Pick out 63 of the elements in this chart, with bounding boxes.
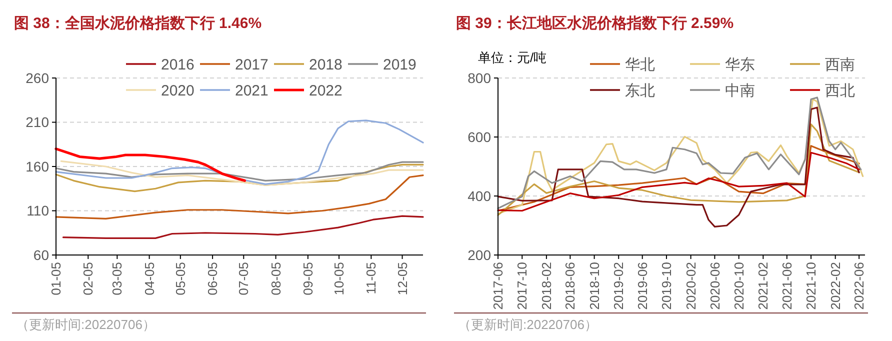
x-tick-label: 03-05 [110, 262, 125, 296]
legend-label: 2019 [383, 56, 416, 74]
x-tick-label: 2020-10 [731, 262, 746, 310]
x-tick-label: 2019-06 [634, 262, 650, 310]
x-tick-label: 2021-02 [756, 262, 771, 310]
y-tick-label: 200 [468, 246, 492, 263]
line-series [497, 106, 860, 228]
x-tick-label: 2020-02 [683, 262, 698, 310]
y-axis-title: 单位：元/吨 [478, 50, 547, 65]
y-tick-label: 260 [26, 70, 50, 86]
x-tick-label: 04-05 [142, 262, 157, 296]
x-tick-label: 11-05 [364, 262, 379, 294]
line-series [55, 120, 424, 185]
y-tick-label: 800 [468, 70, 492, 86]
x-tick-label: 2019-10 [659, 262, 674, 310]
legend-label: 华东 [725, 56, 755, 74]
legend-label: 2017 [235, 56, 268, 74]
y-tick-label: 110 [26, 202, 50, 219]
x-tick-label: 08-05 [268, 262, 284, 296]
x-tick-label: 2019-02 [611, 262, 626, 310]
x-tick-label: 06-05 [205, 262, 220, 296]
x-tick-label: 01-05 [48, 262, 64, 296]
line-series [497, 124, 860, 216]
legend-label: 东北 [625, 82, 655, 100]
x-tick-label: 07-05 [236, 262, 252, 296]
legend-label: 2020 [161, 82, 194, 100]
legend-label: 2022 [309, 82, 342, 100]
x-tick-label: 2021-06 [779, 262, 794, 310]
line-series [55, 174, 424, 220]
x-tick-label: 2017-06 [490, 262, 506, 310]
legend-label: 2021 [235, 82, 268, 100]
x-tick-label: 2020-06 [707, 262, 722, 310]
x-tick-label: 12-05 [394, 262, 410, 296]
line-series [55, 161, 424, 182]
line-series [60, 160, 424, 186]
x-tick-label: 10-05 [332, 262, 347, 296]
line-series [54, 148, 246, 182]
x-tick-label: 2022-06 [852, 262, 867, 310]
y-tick-label: 400 [468, 188, 492, 204]
legend-label: 西南 [825, 56, 855, 74]
legend-label: 中南 [725, 82, 755, 100]
y-tick-label: 210 [26, 114, 50, 130]
legend-label: 2018 [309, 56, 342, 74]
x-tick-label: 2018-02 [538, 262, 554, 310]
legend-label: 2016 [161, 56, 194, 74]
x-tick-label: 2018-06 [562, 262, 578, 310]
x-tick-label: 2017-10 [514, 262, 530, 310]
x-tick-label: 05-05 [172, 262, 188, 296]
x-tick-label: 09-05 [300, 262, 316, 296]
x-tick-label: 2018-10 [586, 262, 602, 310]
legend-label: 华北 [625, 56, 655, 74]
x-tick-label: 02-05 [80, 262, 96, 296]
text: （更新时间:20220706） [16, 317, 156, 332]
text: （更新时间:20220706） [458, 317, 598, 332]
x-tick-label: 2022-02 [828, 262, 843, 310]
legend-label: 西北 [825, 82, 855, 100]
y-tick-label: 600 [468, 128, 492, 145]
chart-title: 图 39：长江地区水泥价格指数下行 2.59% [456, 15, 734, 32]
y-tick-label: 160 [26, 158, 50, 174]
y-tick-label: 60 [33, 246, 50, 263]
x-tick-label: 2021-10 [804, 262, 819, 310]
chart-title: 图 38：全国水泥价格指数下行 1.46% [14, 15, 262, 32]
line-series [62, 215, 424, 239]
